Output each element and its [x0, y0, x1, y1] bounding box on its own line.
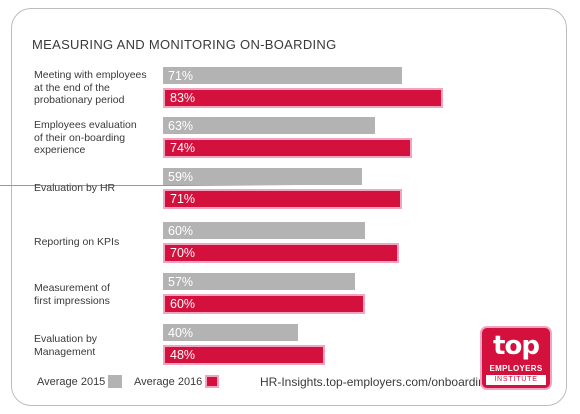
decorative-line: [0, 185, 300, 186]
bar-2015: 40%: [163, 324, 298, 341]
chart-title: MEASURING AND MONITORING ON-BOARDING: [32, 37, 337, 52]
bar-value-label: 59%: [168, 169, 194, 184]
category-label: Meeting with employees at the end of the…: [34, 69, 147, 106]
bar-value-label: 60%: [168, 223, 194, 238]
top-employers-logo: top EMPLOYERS INSTITUTE: [482, 328, 550, 388]
bar-value-label: 60%: [170, 297, 196, 311]
legend-swatch-2016: [205, 375, 219, 388]
category-label: Reporting on KPIs: [34, 236, 120, 248]
bar-value-label: 83%: [170, 91, 196, 105]
bar-value-label: 48%: [170, 348, 196, 362]
bar-2016: 71%: [163, 189, 402, 209]
bar-2015: 57%: [163, 273, 355, 290]
category-label: Evaluation by HR: [34, 182, 116, 194]
bar-2015: 59%: [163, 168, 362, 185]
bar-value-label: 71%: [168, 68, 194, 83]
category-label: Evaluation by Management: [34, 333, 98, 358]
logo-word: top: [493, 331, 540, 361]
bar-2015: 63%: [163, 117, 375, 134]
legend-swatch-2015: [108, 375, 122, 388]
category-label: Measurement of first impressions: [34, 282, 110, 307]
bar-2016: 70%: [163, 243, 399, 263]
logo-line-1: EMPLOYERS: [489, 364, 543, 373]
source-url[interactable]: HR-Insights.top-employers.com/onboarding: [260, 375, 492, 389]
bar-2015: 60%: [163, 222, 365, 239]
bar-value-label: 63%: [168, 118, 194, 133]
legend-label-2016: Average 2016: [134, 376, 203, 388]
bar-value-label: 57%: [168, 274, 194, 289]
logo-line-2: INSTITUTE: [486, 375, 546, 385]
bar-2016: 74%: [163, 138, 412, 158]
bar-2016: 60%: [163, 294, 365, 314]
bar-value-label: 70%: [170, 246, 196, 260]
legend-label-2015: Average 2015: [37, 376, 106, 388]
bar-value-label: 74%: [170, 141, 196, 155]
category-label: Employees evaluation of their on-boardin…: [34, 119, 137, 156]
bar-2016: 83%: [163, 88, 443, 108]
bar-2015: 71%: [163, 67, 402, 84]
bar-value-label: 71%: [170, 192, 196, 206]
bar-value-label: 40%: [168, 325, 194, 340]
bar-2016: 48%: [163, 345, 325, 365]
